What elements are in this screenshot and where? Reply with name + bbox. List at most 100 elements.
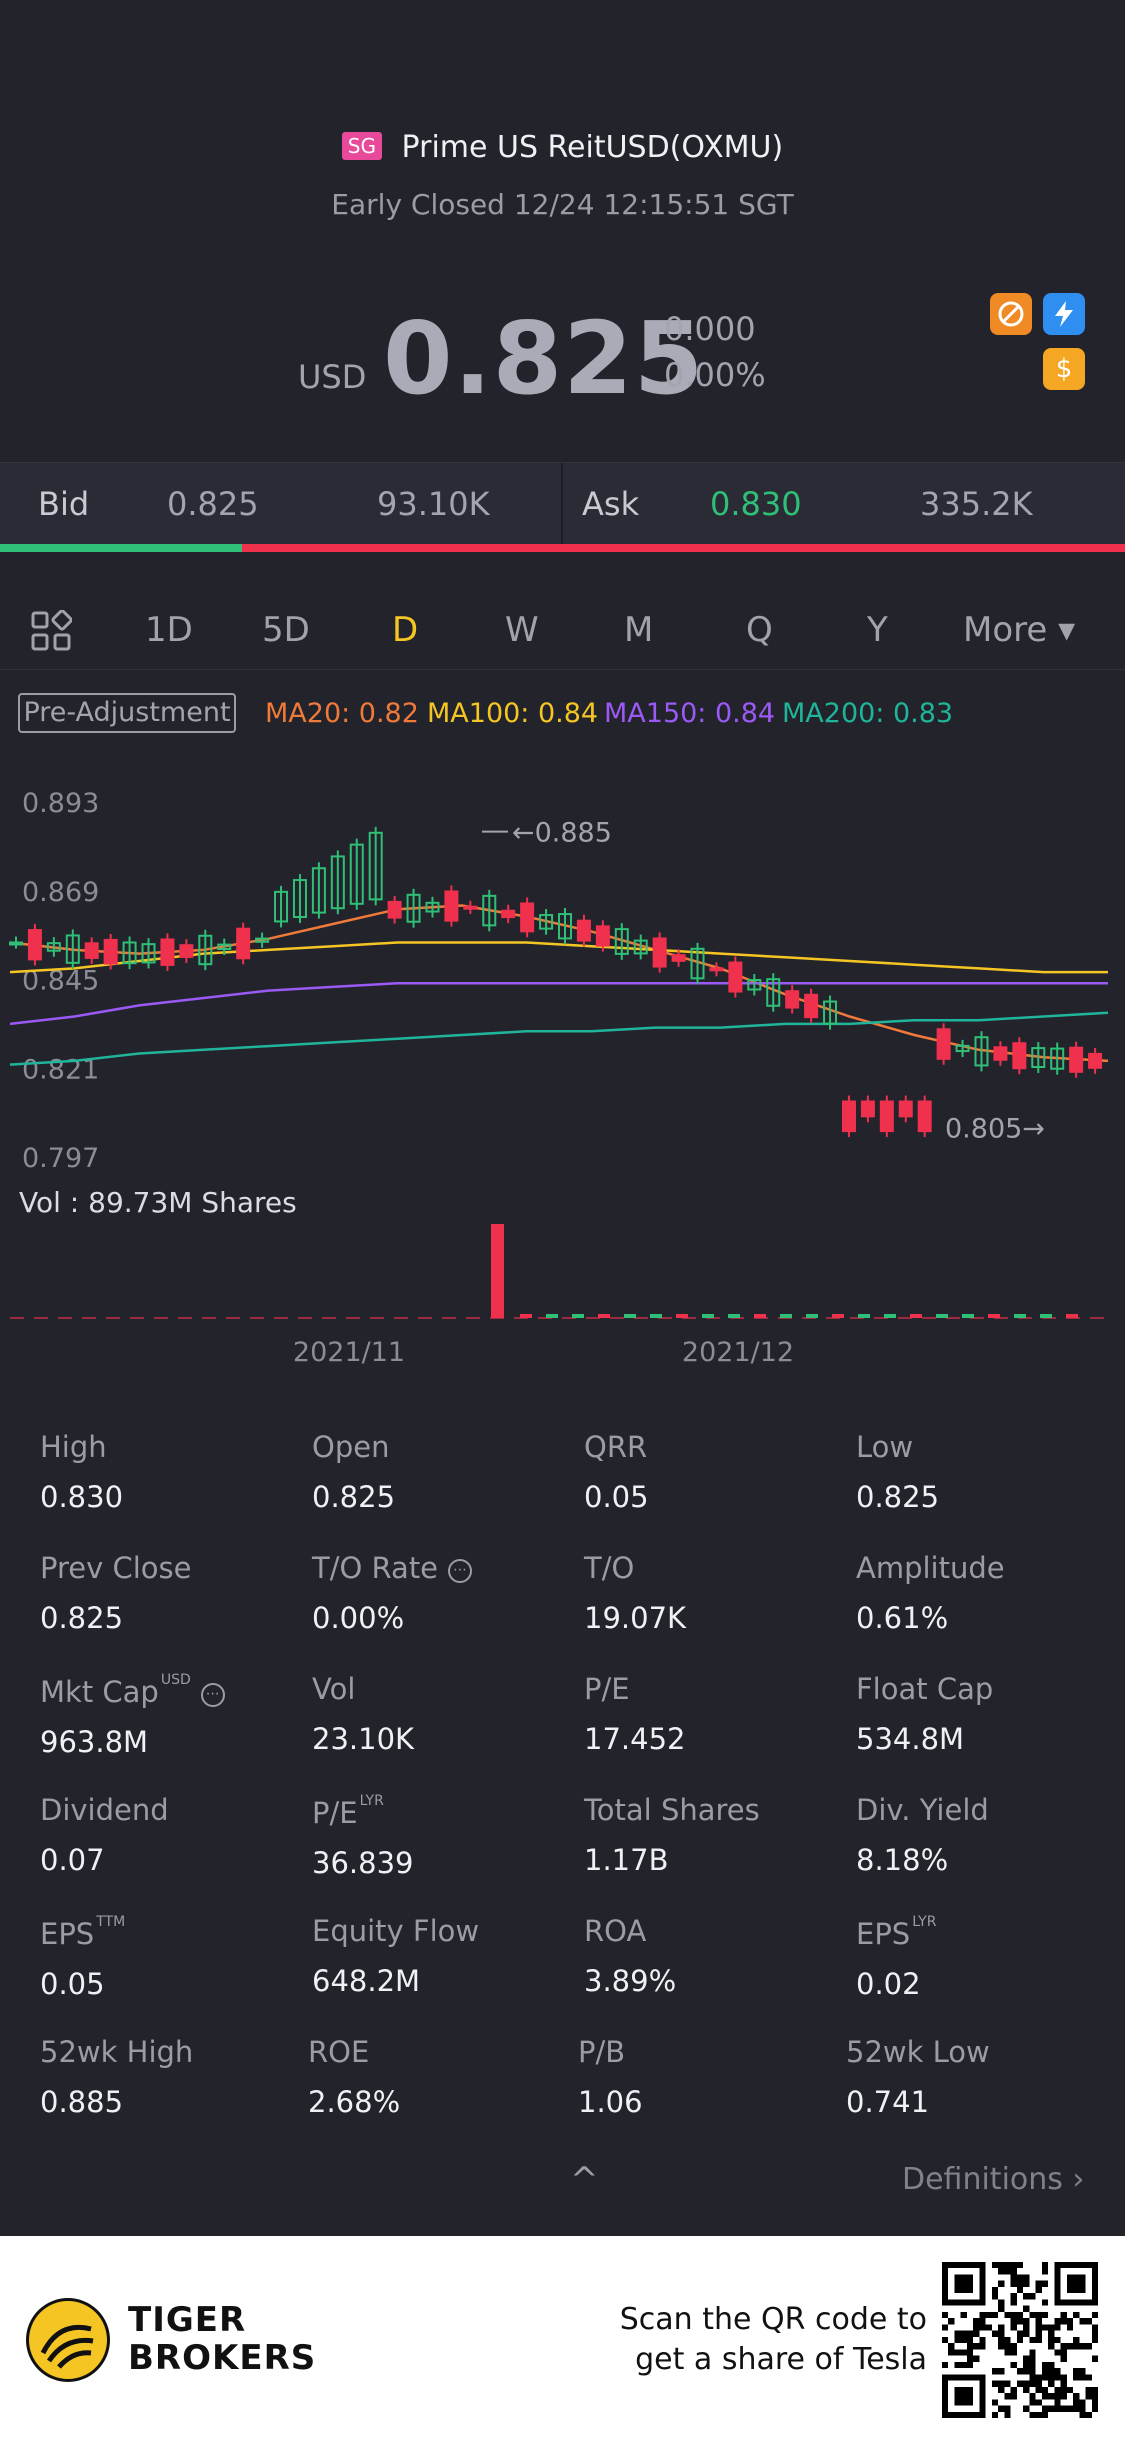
tab-m[interactable]: M (624, 610, 654, 650)
dollar-icon[interactable]: $ (1043, 348, 1085, 390)
qr-module (966, 2361, 974, 2369)
qr-module (1035, 2380, 1042, 2387)
qr-module (1048, 2393, 1055, 2400)
qr-module (1060, 2386, 1067, 2394)
qr-module (1073, 2399, 1080, 2406)
stat-value: 0.05 (40, 1967, 105, 2001)
qr-module (966, 2336, 974, 2344)
lightning-icon[interactable] (1043, 293, 1085, 335)
qr-module (1023, 2368, 1030, 2375)
stat-label: Vol (312, 1672, 582, 1706)
collapse-chevron-icon[interactable]: ^ (570, 2160, 599, 2200)
volume-bar (754, 1314, 766, 1318)
qr-module (973, 2318, 980, 2325)
volume-bar (962, 1314, 974, 1318)
stat-p-e-lyr: P/E LYR 36.839 (312, 1793, 582, 1880)
tab-d[interactable]: D (392, 610, 419, 650)
stat-p-b: P/B 1.06 (578, 2035, 848, 2119)
stat-label-text: Vol (312, 1672, 356, 1706)
qr-module (998, 2343, 1005, 2350)
qr-module (991, 2368, 999, 2375)
tab-y[interactable]: Y (867, 610, 888, 650)
candle-down (804, 993, 819, 1019)
qr-module (1091, 2330, 1098, 2337)
stat-label: Amplitude (856, 1551, 1125, 1585)
stat-label-text: 52wk Low (846, 2035, 990, 2069)
stat-label-text: P/E (312, 1796, 358, 1830)
qr-module (966, 2349, 974, 2356)
qr-module (1035, 2399, 1042, 2406)
qr-module (1048, 2374, 1055, 2381)
qr-module (1029, 2374, 1036, 2381)
ma-line-ma150 (9, 981, 1108, 1026)
candle-down (1088, 1052, 1103, 1069)
qr-module (1060, 2374, 1067, 2381)
stat-value: 8.18% (856, 1843, 949, 1877)
qr-module (1079, 2411, 1086, 2418)
candlestick-chart[interactable]: Pre-Adjustment MA20: 0.82 MA100: 0.84 MA150… (0, 680, 1125, 1380)
qr-module (1079, 2368, 1086, 2375)
candle-up (1050, 1047, 1065, 1070)
no-entry-icon[interactable] (990, 293, 1032, 335)
qr-module (1041, 2262, 1049, 2269)
stat-label: Dividend (40, 1793, 310, 1827)
stat-eps-lyr: EPS LYR 0.02 (856, 1914, 1125, 2001)
tab-more[interactable]: More ▾ (963, 610, 1076, 650)
tab-1d[interactable]: 1D (145, 610, 193, 650)
qr-module (998, 2380, 1005, 2387)
ask-label: Ask (582, 485, 640, 523)
qr-module (960, 2349, 967, 2356)
qr-module (960, 2311, 967, 2319)
qr-module (1054, 2399, 1061, 2406)
promo-text-line2: get a share of Tesla (635, 2342, 927, 2377)
qr-module (954, 2386, 974, 2406)
stat-label-superscript: TTM (96, 1914, 126, 1930)
stat-label-superscript: USD (160, 1672, 191, 1688)
qr-module (998, 2262, 1005, 2269)
definitions-link[interactable]: Definitions › (902, 2162, 1085, 2197)
stat-label: Float Cap (856, 1672, 1125, 1706)
qr-module (948, 2349, 955, 2356)
y-tick-label: 0.797 (22, 1143, 99, 1174)
candle-up (46, 942, 61, 952)
tab-5d[interactable]: 5D (262, 610, 310, 650)
tab-w[interactable]: W (505, 610, 539, 650)
qr-module (998, 2330, 1005, 2337)
stat-label: 52wk Low (846, 2035, 1116, 2069)
stat-label: High (40, 1430, 310, 1464)
candle-up (255, 937, 270, 943)
candle-up (217, 943, 232, 951)
stat-value: 0.741 (846, 2085, 930, 2119)
qr-module (1023, 2318, 1030, 2325)
qr-module (1029, 2380, 1036, 2387)
qr-module (1035, 2286, 1042, 2294)
qr-module (1041, 2299, 1049, 2306)
ma-legend-0: MA20: 0.82 (265, 698, 419, 729)
stat-label: Equity Flow (312, 1914, 582, 1948)
tab-q[interactable]: Q (746, 610, 773, 650)
qr-module (1091, 2355, 1098, 2362)
promo-footer: TIGER BROKERS Scan the QR code to get a … (0, 2236, 1125, 2445)
candle-up (406, 893, 421, 923)
qr-module (1073, 2336, 1080, 2344)
qr-module (1091, 2386, 1098, 2394)
qr-module (1035, 2324, 1042, 2331)
info-icon[interactable]: ⋯ (448, 1559, 473, 1583)
candle-down (27, 929, 42, 961)
grid-layout-icon[interactable] (30, 609, 73, 652)
stat-value: 1.06 (578, 2085, 643, 2119)
stat-label-text: P/B (578, 2035, 626, 2069)
qr-module (942, 2324, 949, 2331)
stat-label: ROE (308, 2035, 578, 2069)
stat-value: 534.8M (856, 1722, 965, 1756)
qr-module (1048, 2361, 1055, 2369)
qr-module (1029, 2293, 1036, 2300)
qr-module (979, 2318, 986, 2325)
candle-down (785, 990, 800, 1009)
candle-up (747, 979, 762, 991)
qr-module (1004, 2336, 1011, 2344)
qr-module (1085, 2374, 1092, 2381)
bid-size: 93.10K (377, 485, 490, 523)
info-icon[interactable]: ⋯ (200, 1683, 225, 1707)
qr-module (1004, 2411, 1011, 2418)
